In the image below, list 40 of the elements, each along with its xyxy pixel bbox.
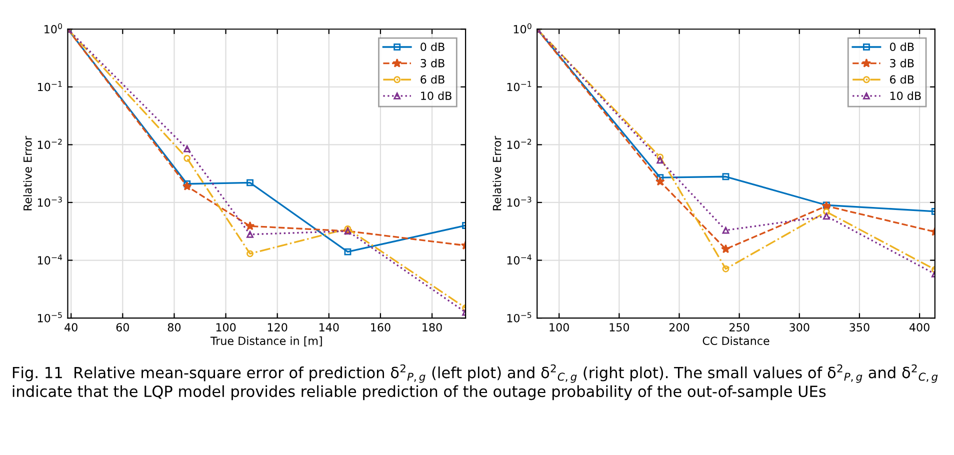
legend-label: 6 dB	[420, 75, 444, 84]
x-tick-label: 350	[850, 323, 870, 332]
x-tick-label: 120	[268, 323, 288, 332]
x-tick-label: 100	[550, 323, 569, 332]
x-axis-title: CC Distance	[702, 336, 770, 346]
x-tick-label: 150	[610, 323, 630, 332]
y-axis-title: Relative Error	[492, 136, 502, 210]
x-tick-label: 60	[116, 323, 129, 332]
legend-label: 6 dB	[890, 75, 914, 84]
y-tick-label: 10$^{−4}$	[38, 254, 62, 265]
x-tick-label: 40	[64, 323, 78, 332]
y-tick-label: 10$^{−3}$	[38, 196, 62, 207]
legend-label: 3 dB	[890, 58, 914, 68]
y-tick-label: 10$^{0}$	[514, 23, 532, 34]
x-tick-label: 80	[168, 323, 181, 332]
y-tick-label: 10$^{−2}$	[507, 138, 532, 149]
y-tick-label: 10$^{−5}$	[38, 312, 62, 322]
text: Fig. 11 Relative mean-square error of prediction δ$^{2}$$_{P,g}$ (left plot) and δ$^{2}$$_{C,g}$ (right plot). The small values of δ$^{2}$$_{P,g}$ and δ$^{2}$$_{C,g}$ indicate that the LQP model provides reliable prediction of the outage probability of the out-of-sample UEs	[12, 364, 938, 400]
x-tick-label: 400	[909, 323, 930, 332]
y-tick-label: 10$^{−3}$	[507, 196, 532, 207]
y-axis-title: Relative Error	[23, 136, 32, 210]
x-tick-label: 200	[669, 323, 690, 332]
x-tick-label: 100	[216, 323, 236, 332]
legend-label: 10 dB	[421, 91, 452, 100]
y-tick-label: 10$^{−2}$	[38, 138, 62, 149]
legend-label: 0 dB	[420, 42, 444, 52]
x-tick-label: 160	[371, 323, 390, 332]
y-tick-label: 10$^{−1}$	[38, 81, 62, 92]
y-tick-label: 10$^{−5}$	[507, 312, 532, 322]
y-tick-label: 10$^{0}$	[44, 23, 62, 34]
x-tick-label: 140	[320, 323, 339, 332]
legend-label: 10 dB	[890, 91, 921, 100]
x-tick-label: 250	[730, 323, 750, 332]
x-axis-title: True Distance in [m]	[210, 336, 322, 346]
legend-label: 3 dB	[420, 58, 444, 68]
x-tick-label: 180	[422, 323, 442, 332]
y-tick-label: 10$^{−4}$	[507, 254, 532, 265]
x-tick-label: 300	[790, 323, 810, 332]
legend-label: 0 dB	[890, 42, 914, 52]
y-tick-label: 10$^{−1}$	[507, 81, 532, 92]
